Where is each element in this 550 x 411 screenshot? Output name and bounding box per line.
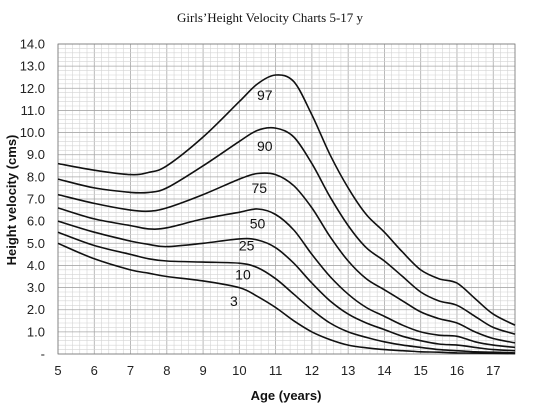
y-axis-label: Height velocity (cms) <box>4 135 19 266</box>
x-axis-label: Age (years) <box>251 388 322 403</box>
y-tick-label: 11.0 <box>21 103 45 118</box>
y-tick-label: 6.0 <box>27 214 45 229</box>
y-tick-label: 13.0 <box>20 59 45 74</box>
y-tick-label: 2.0 <box>27 302 45 317</box>
percentile-curve-25 <box>57 220 516 352</box>
x-tick-label: 17 <box>486 363 500 378</box>
percentile-curve-75 <box>57 172 516 344</box>
plot-frame <box>57 43 516 355</box>
x-tick-labels: 5 6 7 8 9 10 11 12 13 14 15 16 17 <box>54 363 500 378</box>
chart-title: Girls’Height Velocity Charts 5-17 y <box>177 10 364 25</box>
x-tick-label: 13 <box>341 363 355 378</box>
percentile-labels: 97 90 75 50 25 10 3 <box>230 87 273 309</box>
x-tick-label: 8 <box>163 363 170 378</box>
percentile-label-50: 50 <box>250 215 266 231</box>
y-tick-label: - <box>41 347 45 362</box>
y-tick-labels: - 1.0 2.0 3.0 4.0 5.0 6.0 7.0 8.0 9.0 10.0 11.0 12.0… <box>20 37 45 362</box>
x-tick-label: 16 <box>450 363 464 378</box>
x-tick-label: 12 <box>305 363 319 378</box>
percentile-curves <box>57 74 516 355</box>
y-tick-label: 4.0 <box>27 258 45 273</box>
percentile-label-10: 10 <box>235 266 251 282</box>
y-tick-label: 1.0 <box>27 324 45 339</box>
y-tick-label: 12.0 <box>20 81 45 96</box>
y-tick-label: 7.0 <box>27 192 45 207</box>
y-tick-label: 5.0 <box>27 236 45 251</box>
y-tick-label: 3.0 <box>27 280 45 295</box>
x-tick-label: 15 <box>413 363 427 378</box>
chart-grid <box>57 43 516 355</box>
percentile-label-3: 3 <box>230 293 238 309</box>
percentile-curve-97 <box>57 74 516 326</box>
percentile-label-25: 25 <box>239 238 255 254</box>
percentile-curve-50 <box>57 207 516 349</box>
x-tick-label: 11 <box>269 363 283 378</box>
percentile-curve-90 <box>57 126 516 335</box>
percentile-curve-3 <box>57 242 516 355</box>
percentile-label-90: 90 <box>257 138 273 154</box>
percentile-label-75: 75 <box>252 180 268 196</box>
percentile-curve-10 <box>57 231 516 354</box>
x-tick-label: 5 <box>54 363 61 378</box>
y-tick-label: 10.0 <box>20 125 45 140</box>
x-tick-label: 7 <box>127 363 134 378</box>
y-tick-label: 8.0 <box>27 169 45 184</box>
x-tick-label: 14 <box>377 363 391 378</box>
y-tick-label: 14.0 <box>20 37 45 52</box>
x-tick-label: 9 <box>199 363 206 378</box>
x-tick-label: 6 <box>91 363 98 378</box>
y-tick-label: 9.0 <box>27 147 45 162</box>
percentile-label-97: 97 <box>257 87 273 103</box>
x-tick-label: 10 <box>232 363 246 378</box>
